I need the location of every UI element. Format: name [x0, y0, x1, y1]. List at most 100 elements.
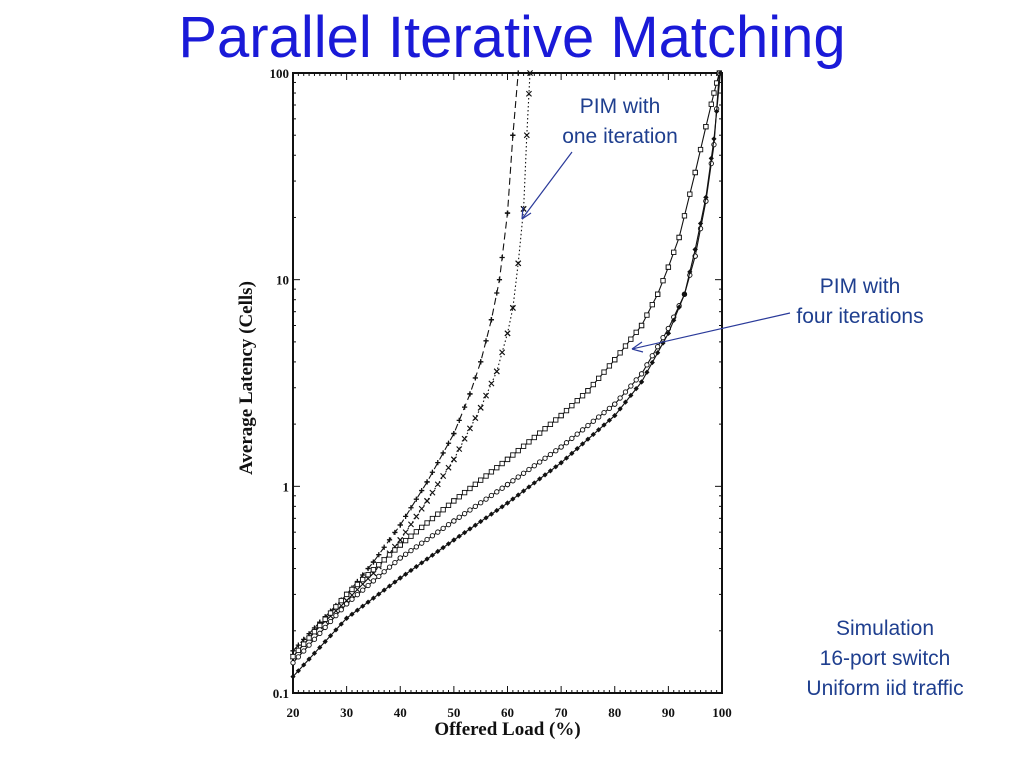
series-3: [290, 70, 722, 660]
series-5-marker: [365, 599, 371, 605]
series-4-marker: [392, 559, 398, 566]
series-5-marker: [360, 603, 366, 609]
series-1-marker: [392, 529, 398, 536]
series-3-marker: [494, 465, 500, 471]
series-1-marker: [499, 254, 505, 261]
series-5-marker: [488, 511, 495, 517]
series-4-marker: [435, 529, 441, 535]
series-4-marker: [295, 654, 302, 660]
series-4-marker: [408, 547, 414, 554]
series-4-marker: [402, 551, 409, 557]
x-axis-label: Offered Load (%): [434, 719, 580, 740]
series-5-marker: [681, 291, 688, 297]
series-3-marker: [429, 515, 436, 522]
series-4-marker: [606, 405, 613, 412]
series-3-marker: [676, 234, 682, 241]
series-3-marker: [681, 213, 688, 219]
series-4-marker: [322, 624, 328, 631]
series-1-marker: [360, 572, 366, 578]
annotation-four-iterations-line-2: four iterations: [796, 305, 924, 328]
series-4-marker: [456, 514, 462, 520]
series-4-marker: [360, 587, 366, 593]
series-5-marker: [515, 492, 521, 498]
series-5-marker: [483, 515, 489, 521]
arrowhead-one-iteration: [521, 206, 532, 220]
series-5-marker: [606, 417, 612, 423]
series-4-marker: [494, 489, 500, 495]
series-5-marker: [537, 476, 543, 482]
series-5-marker: [585, 436, 591, 442]
series-4-marker: [381, 569, 387, 575]
series-5-marker: [435, 548, 441, 555]
series-2-marker: [499, 349, 506, 356]
series-3-marker: [386, 552, 393, 558]
series-3-marker: [622, 343, 629, 349]
series-3-marker: [408, 533, 414, 539]
series-5-marker: [579, 441, 586, 447]
series-5-marker: [569, 450, 575, 456]
series-5-marker: [376, 591, 382, 597]
series-5-marker: [596, 427, 602, 433]
series-3-marker: [649, 302, 655, 308]
series-3-marker: [327, 610, 334, 616]
series-2-marker: [413, 513, 420, 520]
series-3-marker: [478, 477, 484, 483]
annotation-four-iterations-line-1: PIM with: [819, 275, 901, 298]
series-5-marker: [397, 575, 403, 581]
series-1-point: [290, 648, 296, 654]
series-4-marker: [386, 564, 393, 570]
series-4-marker: [569, 435, 575, 442]
series-4-point: [290, 660, 296, 666]
series-3-marker: [397, 542, 403, 548]
series-2-marker: [520, 205, 527, 212]
series-1-marker: [472, 375, 478, 381]
series-4-marker: [633, 377, 639, 383]
series-5-marker: [542, 472, 548, 478]
arrow-four-iterations: [631, 312, 791, 350]
series-5-marker: [419, 560, 425, 566]
series-2-marker: [461, 435, 468, 442]
series-4-marker: [596, 414, 602, 420]
series-1-marker: [381, 544, 387, 550]
series-4-marker: [617, 395, 623, 401]
series-4-marker: [590, 418, 596, 424]
x-tick-label: 50: [447, 705, 460, 720]
series-5-marker: [381, 587, 387, 593]
series-5-marker: [703, 194, 709, 201]
series-4-marker: [429, 533, 436, 539]
series-1-marker: [440, 450, 446, 456]
series-3-marker: [574, 398, 580, 404]
series-3-marker: [370, 567, 377, 573]
series-5-marker: [644, 369, 650, 375]
series-3-marker: [338, 597, 344, 604]
series-3-marker: [349, 586, 355, 593]
series-1-marker: [424, 479, 430, 485]
series-3-marker: [392, 547, 398, 553]
x-tick-label: 30: [340, 705, 353, 720]
series-1-marker: [295, 642, 301, 648]
series-3-marker: [354, 581, 360, 588]
series-3-line: [292, 72, 720, 657]
series-4-marker: [376, 573, 382, 579]
series-4-marker: [451, 518, 457, 524]
series-5-marker: [344, 615, 350, 621]
series-1: [290, 70, 521, 654]
series-2-marker: [450, 456, 457, 463]
series-5-marker: [386, 583, 393, 589]
series-4-marker: [343, 601, 350, 607]
series-4-marker: [504, 481, 511, 488]
series-1-marker: [445, 440, 452, 446]
series-3-point: [290, 653, 296, 660]
series-5-point: [717, 70, 723, 76]
series-5-marker: [649, 359, 655, 366]
series-3-marker: [601, 369, 607, 375]
series-3-marker: [585, 388, 591, 394]
series-5-marker: [628, 392, 634, 398]
series-5-marker: [504, 500, 511, 506]
series-2-marker: [477, 404, 484, 411]
series-5-marker: [692, 246, 698, 253]
series-3-marker: [381, 557, 387, 563]
series-5-marker: [714, 108, 720, 115]
series-3-marker: [703, 124, 709, 130]
